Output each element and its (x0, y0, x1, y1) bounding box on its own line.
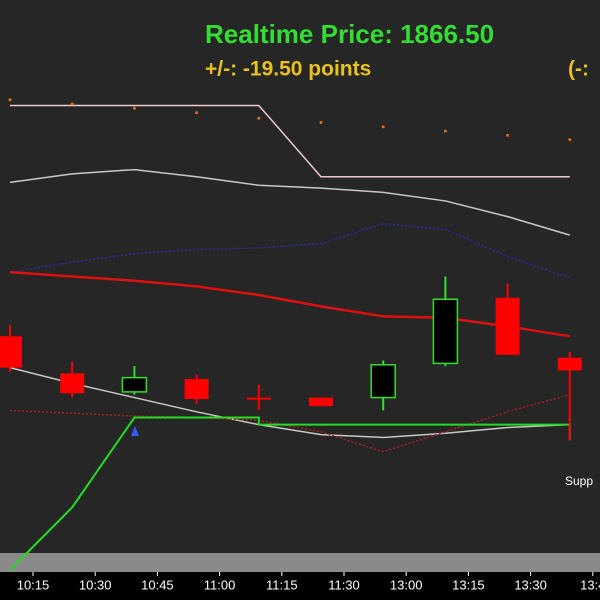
indicator-line (9, 222, 571, 279)
indicator-dot (319, 121, 323, 125)
indicator-dot (257, 116, 261, 120)
indicator-dot (443, 129, 447, 133)
indicator-dot (132, 106, 136, 110)
signal-arrow (131, 426, 139, 436)
x-tick-label: 13:15 (452, 577, 485, 592)
x-tick-label: 10:30 (79, 577, 112, 592)
indicator-line (9, 394, 570, 453)
candle-body (370, 364, 396, 399)
x-tick-label: 10:15 (17, 577, 50, 592)
indicator-line (9, 366, 570, 439)
candle-body (121, 376, 148, 393)
candle-body (60, 373, 85, 394)
candle-body (432, 298, 459, 365)
x-axis-strip (0, 572, 600, 600)
chart-title: Realtime Price: 1866.50 (205, 19, 494, 49)
plot-background (0, 0, 600, 553)
x-tick-label: 13:00 (390, 577, 423, 592)
scroll-bar (0, 553, 600, 572)
x-tick-label: 11:30 (328, 577, 360, 592)
indicator-line (9, 168, 571, 236)
x-tick-label: 11:00 (204, 577, 236, 592)
candle-body (0, 336, 22, 368)
annotation: Supp (565, 474, 593, 488)
x-tick-label: 13:4 (580, 577, 600, 592)
indicator-dot (381, 125, 385, 129)
candle-body (309, 397, 333, 407)
indicator-dot (8, 98, 12, 102)
indicator-dot (506, 133, 510, 137)
change-label: +/-: -19.50 points (205, 58, 371, 81)
x-tick-label: 10:45 (141, 577, 174, 592)
marks (0, 98, 582, 571)
candle-body (495, 297, 520, 355)
indicator-dot (195, 111, 199, 115)
x-tick-label: 11:15 (266, 577, 298, 592)
candle-body (557, 357, 582, 371)
indicator-line (10, 104, 570, 178)
candle-body (246, 397, 271, 400)
change-percent: (-: (568, 58, 589, 81)
candle-body (184, 379, 209, 399)
indicator-dot (568, 138, 572, 142)
indicator-line (9, 270, 570, 338)
indicator-dot (70, 102, 74, 106)
x-tick-label: 13:30 (514, 577, 547, 592)
indicator-line (9, 416, 571, 571)
